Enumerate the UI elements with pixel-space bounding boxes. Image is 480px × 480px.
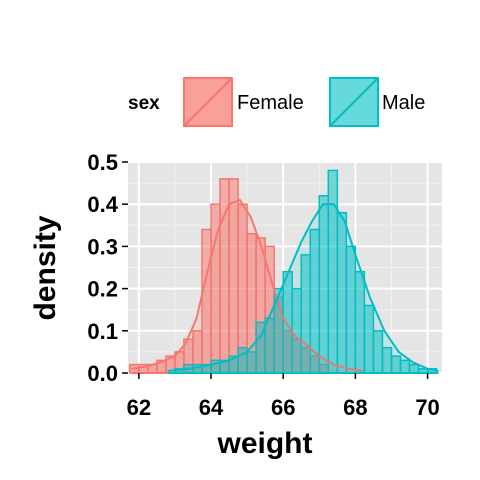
- axes: 0.0 0.1 0.2 0.3 0.4 0.5 62 64 66 68 70: [87, 150, 439, 420]
- x-tick-label: 62: [127, 395, 151, 420]
- y-axis-title: density: [29, 215, 62, 320]
- y-tick-label: 0.3: [87, 234, 118, 259]
- density-area-male: [167, 204, 439, 373]
- legend-key-female: Female: [183, 77, 304, 127]
- density-curve-male: [167, 203, 439, 372]
- x-tick-label: 68: [343, 395, 367, 420]
- legend-swatch-male-line: [330, 78, 378, 126]
- density-curves: [131, 198, 439, 374]
- histogram-bars: [129, 169, 438, 374]
- y-tick-label: 0.2: [87, 277, 118, 302]
- x-tick-label: 66: [271, 395, 295, 420]
- x-tick-label: 70: [415, 395, 439, 420]
- legend-label-female: Female: [237, 92, 304, 114]
- legend: sex Female Male: [128, 77, 425, 127]
- legend-key-male: Male: [329, 77, 425, 127]
- x-tick-label: 64: [199, 395, 224, 420]
- x-axis-title: weight: [217, 427, 313, 460]
- density-curve-female: [131, 198, 363, 372]
- density-area-female: [131, 200, 363, 373]
- y-tick-label: 0.0: [87, 361, 118, 386]
- legend-title: sex: [128, 93, 160, 114]
- y-tick-label: 0.5: [87, 150, 118, 175]
- legend-label-male: Male: [382, 92, 425, 114]
- legend-swatch-female-line: [184, 78, 232, 126]
- y-tick-label: 0.4: [87, 192, 118, 217]
- y-tick-label: 0.1: [87, 319, 118, 344]
